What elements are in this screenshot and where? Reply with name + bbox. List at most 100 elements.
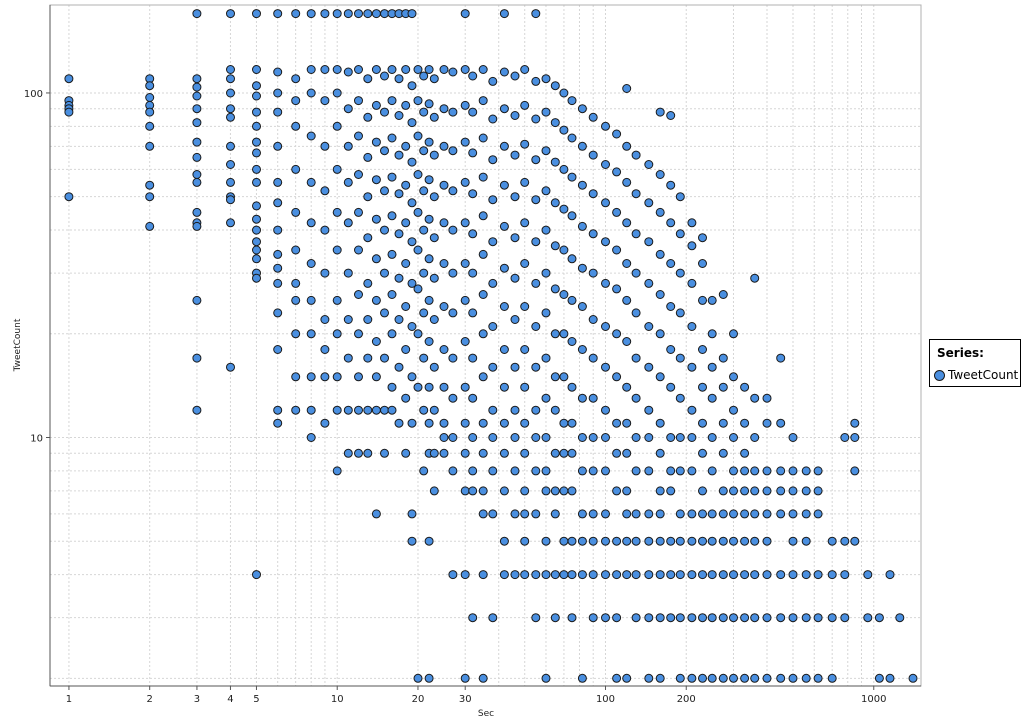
data-point <box>840 536 850 546</box>
data-point <box>145 141 155 151</box>
data-point <box>439 218 449 228</box>
data-point <box>145 81 155 91</box>
data-point <box>655 570 665 580</box>
data-point <box>478 570 488 580</box>
data-point <box>601 433 610 442</box>
data-point <box>655 249 665 259</box>
data-point <box>631 189 641 199</box>
data-point <box>729 570 738 580</box>
data-point <box>439 104 449 114</box>
data-point <box>644 278 654 288</box>
data-point <box>827 536 837 546</box>
data-point <box>488 195 498 205</box>
data-point <box>413 65 423 74</box>
data-point <box>631 353 641 363</box>
data-point <box>762 393 772 403</box>
data-point <box>332 9 342 19</box>
data-point <box>718 290 728 299</box>
data-point <box>424 418 434 428</box>
data-point <box>541 393 551 403</box>
data-point <box>622 337 632 346</box>
data-point <box>380 186 389 196</box>
data-point <box>145 192 155 202</box>
data-point <box>707 362 717 372</box>
data-point <box>718 486 728 496</box>
data-point <box>567 254 577 264</box>
data-point <box>698 486 707 496</box>
data-point <box>332 372 342 382</box>
data-point <box>478 486 488 496</box>
data-point <box>612 207 622 217</box>
data-point <box>448 393 458 403</box>
data-point <box>813 509 823 519</box>
data-point <box>541 268 551 278</box>
data-point <box>666 382 676 392</box>
data-point <box>192 295 202 305</box>
data-point <box>478 96 488 106</box>
data-point <box>468 433 478 442</box>
data-point <box>413 170 423 179</box>
data-point <box>354 290 363 299</box>
data-point <box>559 245 569 255</box>
data-point <box>750 673 760 683</box>
data-point <box>499 141 509 151</box>
data-point <box>419 405 429 415</box>
data-point <box>577 141 587 151</box>
data-point <box>343 141 353 151</box>
data-point <box>363 448 373 458</box>
data-point <box>655 107 665 117</box>
data-point <box>612 372 622 382</box>
data-point <box>413 207 423 217</box>
data-point <box>762 418 772 428</box>
data-point <box>520 100 530 110</box>
data-point <box>559 418 569 428</box>
data-point <box>252 245 261 255</box>
data-point <box>429 405 439 415</box>
data-point <box>687 466 697 476</box>
data-point <box>559 329 569 339</box>
data-point <box>226 141 235 151</box>
data-point <box>588 268 598 278</box>
data-point <box>801 570 811 580</box>
data-point <box>729 372 738 382</box>
data-point <box>788 613 798 623</box>
data-point <box>612 448 622 458</box>
data-point <box>895 613 905 623</box>
data-point <box>541 308 551 318</box>
data-point <box>354 245 363 255</box>
data-point <box>550 198 560 208</box>
data-point <box>520 509 530 519</box>
data-point <box>813 466 823 476</box>
data-point <box>424 337 434 346</box>
data-point <box>588 112 598 122</box>
data-point <box>687 218 697 228</box>
data-point <box>601 362 610 372</box>
data-point <box>343 405 353 415</box>
data-point <box>612 613 622 623</box>
data-point <box>448 308 458 318</box>
data-point <box>273 249 283 259</box>
data-point <box>401 393 411 403</box>
data-point <box>550 570 560 580</box>
data-point <box>531 405 541 415</box>
data-point <box>729 536 738 546</box>
data-point <box>460 137 470 147</box>
data-point <box>675 229 685 239</box>
data-point <box>541 186 551 196</box>
data-point <box>813 486 823 496</box>
data-point <box>762 466 772 476</box>
data-point <box>644 237 654 247</box>
data-point <box>371 214 381 224</box>
data-point <box>510 466 520 476</box>
data-point <box>192 118 202 128</box>
data-point <box>64 74 74 84</box>
data-point <box>559 88 569 98</box>
data-point <box>252 570 261 580</box>
data-point <box>666 345 676 354</box>
data-point <box>145 121 155 131</box>
data-point <box>622 570 632 580</box>
data-point <box>291 278 301 288</box>
data-point <box>675 509 685 519</box>
data-point <box>407 418 417 428</box>
data-point <box>740 536 750 546</box>
